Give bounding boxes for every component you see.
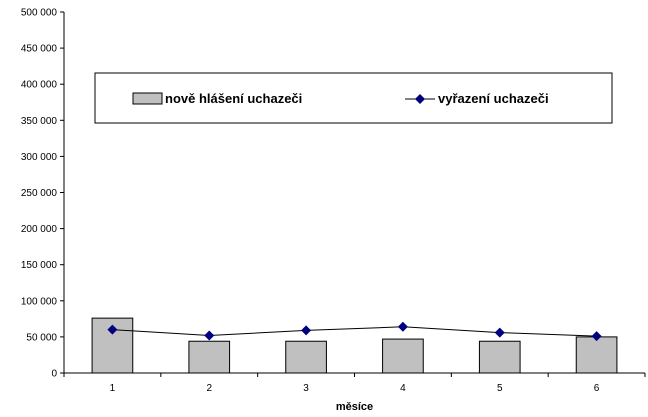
y-tick-label: 150 000 bbox=[21, 260, 58, 271]
bar bbox=[382, 338, 424, 374]
legend: nově hlášení uchazeči vyřazení uchazeči bbox=[94, 72, 613, 124]
y-tick-label: 100 000 bbox=[21, 296, 58, 307]
x-tick-label: 1 bbox=[110, 383, 116, 394]
line-point bbox=[397, 321, 408, 332]
line-point bbox=[107, 324, 118, 335]
legend-label: vyřazení uchazeči bbox=[438, 91, 549, 106]
bar bbox=[478, 340, 521, 374]
x-tick-label: 3 bbox=[303, 383, 309, 394]
x-tick-label: 2 bbox=[206, 383, 212, 394]
y-tick-label: 250 000 bbox=[21, 188, 58, 199]
y-axis: 0 50 000 100 000 150 000 200 000 250 000 300 0… bbox=[21, 8, 65, 380]
legend-box bbox=[94, 72, 613, 124]
y-tick-label: 50 000 bbox=[26, 332, 57, 343]
y-tick-label: 350 000 bbox=[21, 116, 58, 127]
bar-series bbox=[91, 317, 618, 374]
series-line bbox=[112, 326, 597, 337]
line-point bbox=[591, 331, 602, 342]
x-axis-title: měsíce bbox=[336, 401, 373, 413]
x-axis: 1 2 3 4 5 6 bbox=[63, 372, 646, 394]
line-point bbox=[301, 325, 312, 336]
legend-swatch-bar bbox=[132, 92, 163, 105]
x-tick-label: 6 bbox=[594, 383, 600, 394]
line-point bbox=[494, 327, 505, 338]
bar bbox=[285, 340, 327, 374]
y-tick-label: 400 000 bbox=[21, 80, 58, 91]
bar bbox=[188, 340, 231, 374]
x-tick-label: 4 bbox=[400, 383, 406, 394]
y-tick-label: 0 bbox=[51, 369, 57, 380]
x-tick-label: 5 bbox=[497, 383, 503, 394]
line-series bbox=[107, 321, 602, 342]
y-tick-label: 300 000 bbox=[21, 152, 58, 163]
legend-label: nově hlášení uchazeči bbox=[165, 91, 302, 106]
y-tick-label: 450 000 bbox=[21, 44, 58, 55]
legend-swatch-marker bbox=[415, 94, 425, 104]
y-tick-label: 500 000 bbox=[21, 8, 58, 19]
y-tick-label: 200 000 bbox=[21, 224, 58, 235]
line-point bbox=[204, 330, 215, 341]
bar bbox=[575, 336, 618, 374]
